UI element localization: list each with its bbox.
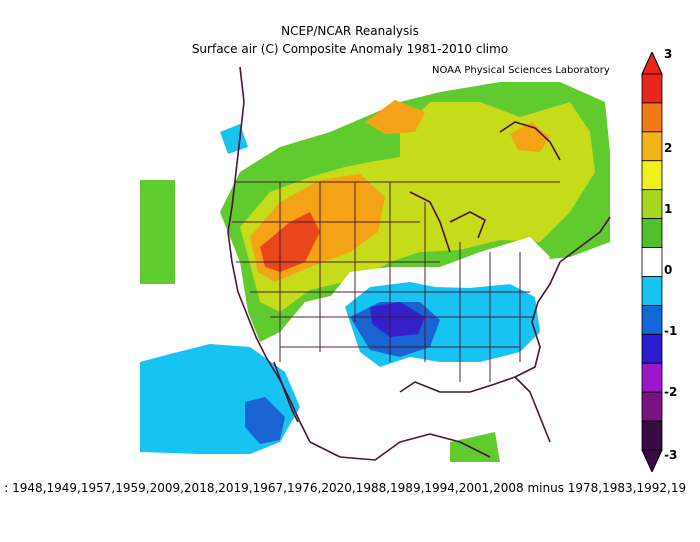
cool-region-purple (370, 302, 425, 337)
colorbar-swatch (641, 73, 663, 104)
colorbar-swatch (641, 420, 663, 451)
warm-region-orange-northeast (510, 122, 550, 152)
warm-region-green (140, 180, 175, 284)
colorbar-tick-3: 3 (664, 47, 673, 61)
colorbar-tick-1: 1 (664, 202, 673, 216)
colorbar-tick-2: 2 (664, 141, 673, 155)
colorbar-tick-neg1: -1 (664, 324, 678, 338)
credit-label: NOAA Physical Sciences Laboratory (432, 65, 610, 76)
colorbar-swatch (641, 189, 663, 220)
chart-subtitle: Surface air (C) Composite Anomaly 1981-2… (191, 42, 509, 56)
state-borders (232, 181, 560, 382)
anomaly-shading (140, 82, 610, 462)
coastlines (227, 66, 611, 461)
colorbar (641, 52, 663, 472)
warm-region-orange-north (365, 100, 425, 134)
colorbar-swatch (641, 333, 663, 364)
colorbar-swatch (641, 362, 663, 393)
warm-region-red (260, 212, 320, 272)
colorbar-top-arrow (641, 52, 663, 75)
colorbar-swatch (641, 131, 663, 162)
colorbar-swatch (641, 102, 663, 133)
colorbar-swatch (641, 276, 663, 306)
colorbar-swatch (641, 304, 663, 335)
composite-years-footer: Jul : 1948,1949,1957,1959,2009,2018,2019… (0, 481, 700, 495)
chart-title: NCEP/NCAR Reanalysis (281, 24, 419, 38)
cool-region-blue-sw (245, 397, 285, 444)
anomaly-map (140, 66, 611, 462)
cool-region-cyan-small (220, 124, 248, 154)
colorbar-tick-0: 0 (664, 263, 673, 277)
colorbar-swatch (641, 391, 663, 422)
colorbar-tick-neg2: -2 (664, 385, 678, 399)
colorbar-bottom-arrow (641, 449, 663, 472)
warm-region-green-south (450, 432, 500, 462)
colorbar-swatch (641, 247, 663, 277)
colorbar-swatch (641, 218, 663, 248)
footer-text: Jul : 1948,1949,1957,1959,2009,2018,2019… (0, 481, 687, 495)
colorbar-tick-neg3: -3 (664, 448, 678, 462)
colorbar-swatch (641, 160, 663, 191)
